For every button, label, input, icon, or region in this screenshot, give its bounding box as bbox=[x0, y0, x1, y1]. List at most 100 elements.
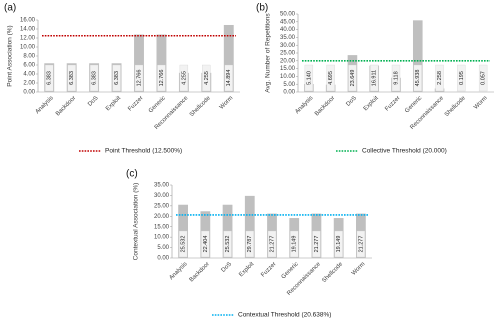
value-label-box bbox=[312, 230, 321, 258]
x-tick-label: Generic bbox=[404, 95, 423, 114]
x-tick-label: Exploit bbox=[363, 95, 380, 112]
value-label: 4.695 bbox=[328, 71, 334, 85]
x-tick-label: Generic bbox=[148, 95, 167, 114]
panel: (c) 0.00 5.00 10.00 15.00 20.00 25.00 30.00 35.0… bbox=[126, 169, 372, 319]
y-axis-label: Contextual Association (%) bbox=[133, 183, 140, 261]
y-axis-label: Avg. Number of Repetitions bbox=[265, 13, 272, 93]
value-label-box bbox=[334, 230, 343, 258]
x-tick-label: Analysis bbox=[169, 261, 189, 281]
value-label: 21.277 bbox=[314, 236, 320, 253]
y-tick-label: 14.00 bbox=[20, 27, 36, 33]
y-tick-label: 10.00 bbox=[280, 74, 296, 80]
y-tick-label: 35.00 bbox=[154, 183, 170, 189]
y-tick-label: 10.00 bbox=[20, 45, 36, 51]
x-tick-label: Shellcode bbox=[189, 95, 212, 118]
value-label-box bbox=[413, 64, 422, 92]
value-label-box bbox=[67, 64, 76, 92]
x-tick-label: DoS bbox=[221, 261, 233, 273]
value-label: 9.118 bbox=[393, 71, 399, 84]
value-label: 21.277 bbox=[269, 236, 275, 253]
value-label: 6.383 bbox=[92, 71, 98, 85]
value-label-box bbox=[157, 64, 166, 92]
x-tick-label: Worm bbox=[219, 95, 234, 110]
value-label: 5.140 bbox=[306, 71, 312, 85]
value-label-box bbox=[112, 64, 121, 92]
x-tick-label: DoS bbox=[87, 95, 99, 107]
x-tick-label: Worm bbox=[473, 95, 488, 110]
value-label-box bbox=[223, 230, 232, 258]
y-tick-label: 25.00 bbox=[154, 203, 170, 209]
value-label: 0.057 bbox=[481, 71, 487, 85]
x-tick-label: Fuzzer bbox=[384, 95, 401, 112]
y-tick-label: 8.00 bbox=[23, 54, 35, 60]
value-label: 6.383 bbox=[69, 71, 75, 85]
y-tick-label: 2.00 bbox=[23, 81, 35, 87]
value-label-box bbox=[304, 64, 314, 92]
value-label-box bbox=[202, 64, 211, 92]
y-tick-label: 20.00 bbox=[154, 214, 170, 220]
value-label-box bbox=[348, 64, 357, 92]
bar bbox=[156, 34, 167, 92]
panel: (a) 0.00 2.00 4.00 6.00 8.00 10.00 12.00 14.00 16… bbox=[4, 3, 240, 155]
value-label-box bbox=[370, 64, 379, 92]
value-label: 22.404 bbox=[203, 236, 209, 253]
x-tick-label: Exploit bbox=[238, 261, 255, 278]
legend-label: Collective Threshold (20.000) bbox=[362, 148, 447, 155]
value-label: 4.255 bbox=[181, 71, 187, 85]
y-tick-label: 6.00 bbox=[23, 63, 35, 69]
value-label-box bbox=[178, 230, 188, 258]
panel-label: (a) bbox=[4, 3, 16, 14]
value-label: 14.894 bbox=[226, 70, 232, 87]
x-tick-label: Fuzzer bbox=[127, 95, 144, 112]
x-tick-label: DoS bbox=[345, 95, 357, 107]
value-label: 16.911 bbox=[372, 70, 378, 86]
value-label-box bbox=[45, 64, 54, 92]
value-label-box bbox=[267, 230, 277, 258]
y-tick-label: 0.00 bbox=[23, 90, 35, 96]
value-label: 21.277 bbox=[358, 236, 364, 253]
value-label-box bbox=[457, 64, 466, 92]
value-label-box bbox=[326, 64, 335, 92]
x-tick-label: Exploit bbox=[105, 95, 122, 112]
bar bbox=[412, 20, 423, 93]
value-label: 23.649 bbox=[350, 70, 356, 87]
x-tick-label: Generic bbox=[281, 261, 300, 280]
x-tick-label: Worm bbox=[351, 261, 366, 276]
bar bbox=[223, 24, 234, 93]
bar bbox=[244, 195, 255, 258]
value-label-box bbox=[89, 64, 99, 92]
y-tick-label: 15.00 bbox=[154, 224, 170, 230]
value-label-box bbox=[435, 64, 444, 92]
y-tick-label: 5.00 bbox=[283, 82, 295, 88]
value-label-box bbox=[478, 64, 488, 92]
y-axis-label: Point Association (%) bbox=[7, 25, 14, 86]
y-tick-label: 5.00 bbox=[157, 245, 169, 251]
y-tick-label: 25.00 bbox=[280, 51, 296, 57]
value-label: 12.766 bbox=[159, 70, 165, 87]
panel-label: (b) bbox=[256, 3, 268, 14]
value-label: 6.383 bbox=[114, 71, 120, 85]
y-tick-label: 4.00 bbox=[23, 72, 35, 78]
y-tick-label: 45.00 bbox=[280, 19, 296, 25]
y-tick-label: 30.00 bbox=[280, 43, 296, 49]
y-tick-label: 40.00 bbox=[280, 27, 296, 33]
x-tick-label: Fuzzer bbox=[260, 261, 277, 278]
x-tick-label: Shellcode bbox=[321, 261, 344, 284]
value-label: 25.532 bbox=[225, 236, 231, 253]
x-tick-label: Backdoor bbox=[189, 261, 211, 283]
y-tick-label: 35.00 bbox=[280, 35, 296, 41]
bar bbox=[134, 34, 144, 92]
value-label: 25.532 bbox=[181, 236, 187, 253]
y-tick-label: 10.00 bbox=[154, 235, 170, 241]
value-label: 19.149 bbox=[292, 236, 298, 253]
x-tick-label: Analysis bbox=[35, 95, 55, 115]
value-label: 4.255 bbox=[204, 71, 210, 85]
y-tick-label: 12.00 bbox=[20, 36, 36, 42]
value-label: 12.766 bbox=[136, 70, 142, 87]
legend-label: Point Threshold (12.500%) bbox=[105, 148, 182, 155]
y-tick-label: 16.00 bbox=[20, 18, 36, 24]
y-tick-label: 20.00 bbox=[280, 58, 296, 64]
value-label: 45.938 bbox=[415, 70, 421, 87]
